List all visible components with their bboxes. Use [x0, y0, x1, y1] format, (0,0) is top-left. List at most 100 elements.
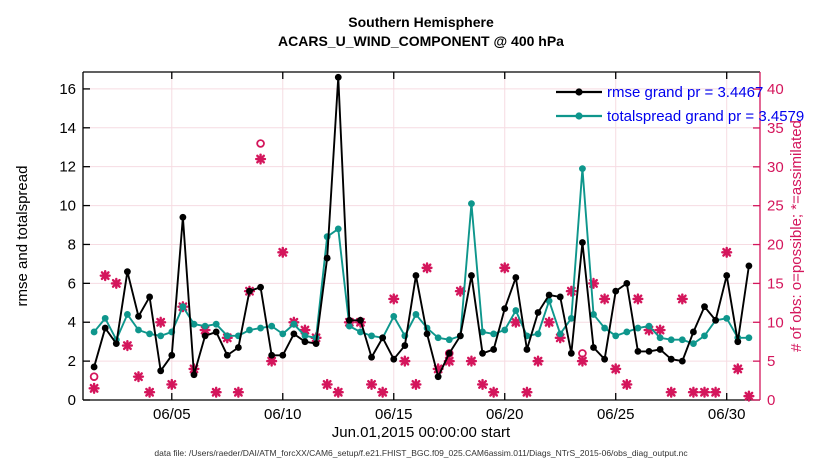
rmse-point — [179, 213, 187, 221]
obs-assimilated-marker — [367, 379, 377, 389]
obs-assimilated-marker — [211, 387, 221, 397]
x-tick-label: 06/15 — [375, 406, 413, 423]
obs-assimilated-marker — [400, 356, 410, 366]
axes — [82, 71, 761, 401]
rmse-point — [512, 274, 520, 281]
totalspread-point — [101, 314, 109, 322]
tick-labels: 0 2 4 6 8 10 12 14 16 0 5 10 15 20 25 30 35 40 06/05 06/10 0… — [59, 72, 784, 423]
y-right-tick-label: 30 — [767, 159, 784, 176]
totalspread-point — [534, 330, 542, 338]
obs-assimilated-marker — [622, 379, 632, 389]
rmse-point — [345, 316, 353, 324]
totalspread-point — [223, 332, 231, 340]
x-tick-label: 06/30 — [708, 406, 746, 423]
rmse-point — [567, 349, 575, 357]
rmse-point — [601, 355, 609, 363]
y-left-tick-label: 14 — [59, 120, 76, 137]
totalspread-point — [179, 303, 187, 311]
legend-label-rmse: rmse grand pr = 3.4467 — [607, 84, 763, 101]
rmse-point — [712, 316, 720, 324]
obs-assimilated-marker — [633, 294, 643, 304]
rmse-point — [612, 287, 620, 295]
totalspread-point — [579, 165, 586, 173]
legend: rmse grand pr = 3.4467 totalspread grand … — [556, 84, 804, 125]
y-left-tick-label: 8 — [68, 236, 76, 253]
totalspread-point — [612, 332, 620, 340]
rmse-point — [423, 330, 431, 338]
obs-assimilated-marker — [677, 294, 687, 304]
data-file-footer: data file: /Users/raeder/DAI/ATM_forcXX/… — [154, 448, 688, 458]
y-right-tick-label: 40 — [767, 81, 784, 98]
totalspread-point — [656, 334, 664, 342]
rmse-point — [257, 283, 264, 291]
rmse-point — [590, 344, 597, 351]
rmse-point — [401, 342, 409, 349]
rmse-point — [645, 347, 653, 355]
obs-assimilated-marker — [378, 387, 388, 397]
rmse-point — [545, 291, 553, 299]
obs-assimilated-marker — [122, 341, 132, 351]
obs-assimilated-marker — [233, 387, 243, 397]
rmse-point — [379, 334, 387, 342]
rmse-point — [168, 351, 176, 359]
obs-assimilated-marker — [422, 263, 432, 273]
totalspread-point — [157, 332, 165, 340]
rmse-point — [656, 346, 664, 353]
rmse-point — [701, 303, 708, 311]
totalspread-point — [501, 326, 509, 334]
rmse-point — [246, 287, 253, 295]
obs-assimilated-marker — [322, 379, 332, 389]
obs-assimilated-marker — [455, 286, 465, 296]
rmse-point — [667, 355, 675, 363]
obs-assimilated-marker — [533, 356, 543, 366]
totalspread-point — [135, 326, 142, 334]
totalspread-point — [667, 336, 675, 344]
rmse-point — [312, 340, 320, 348]
obs-assimilated-marker — [722, 247, 732, 257]
totalspread-point — [745, 334, 753, 342]
rmse-point — [112, 340, 120, 348]
rmse-point — [90, 363, 98, 371]
y-right-tick-label: 0 — [767, 392, 775, 409]
totalspread-point — [567, 314, 575, 322]
rmse-point — [678, 357, 686, 365]
totalspread-point — [479, 328, 486, 336]
x-tick-label: 06/10 — [264, 406, 302, 423]
totalspread-point — [246, 326, 253, 334]
rmse-point — [490, 346, 498, 353]
rmse-point — [745, 262, 753, 270]
rmse-point — [523, 346, 531, 353]
rmse-point — [434, 373, 442, 381]
rmse-point — [368, 353, 375, 361]
obs-assimilated-marker — [466, 356, 476, 366]
obs-assimilated-marker — [145, 387, 155, 397]
totalspread-point — [445, 336, 453, 344]
rmse-point — [357, 316, 364, 324]
obs-assimilated-marker — [167, 379, 177, 389]
totalspread-point — [368, 332, 375, 340]
obs-assimilated-marker — [478, 379, 487, 389]
totalspread-point — [645, 322, 653, 330]
obs-assimilated-marker — [100, 271, 110, 281]
y-left-tick-label: 10 — [59, 198, 76, 215]
rmse-point — [212, 328, 220, 336]
rmse-point — [135, 312, 142, 320]
obs-assimilated-marker — [600, 294, 610, 304]
obs-possible-marker — [256, 139, 265, 148]
obs-assimilated-marker — [511, 317, 521, 327]
legend-marker-totalspread — [575, 112, 583, 120]
rmse-point — [279, 351, 287, 359]
rmse-point — [301, 338, 309, 346]
y-axis-label-right: # of obs: o=possible; *=assimilated — [788, 120, 805, 352]
y-left-tick-label: 6 — [68, 275, 76, 292]
totalspread-point — [723, 314, 731, 322]
obs-assimilated-marker — [389, 294, 399, 304]
rmse-point — [723, 272, 731, 279]
obs-assimilated-marker — [489, 387, 499, 397]
totalspread-point — [512, 307, 520, 314]
y-left-tick-label: 4 — [68, 314, 76, 331]
rmse-point — [579, 239, 586, 246]
y-right-tick-label: 5 — [767, 353, 775, 370]
